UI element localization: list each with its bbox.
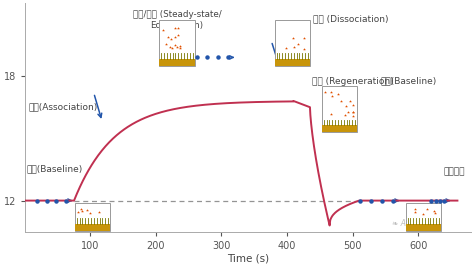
Point <box>328 90 335 94</box>
Text: 再生 (Regeneration): 再生 (Regeneration) <box>312 77 393 86</box>
Point <box>174 32 182 37</box>
Point <box>83 208 91 213</box>
Point <box>168 46 176 50</box>
Point <box>411 210 419 214</box>
Point <box>163 42 170 46</box>
Text: 结合(Association): 结合(Association) <box>28 103 97 112</box>
Text: 稳态/平衡 (Steady-state/
Equilibrium): 稳态/平衡 (Steady-state/ Equilibrium) <box>133 10 221 30</box>
Point <box>171 43 179 47</box>
Point <box>349 110 357 114</box>
Point <box>419 212 427 216</box>
Bar <box>322 87 357 132</box>
Text: 基线(Baseline): 基线(Baseline) <box>26 164 82 173</box>
Point <box>346 99 354 103</box>
Point <box>78 209 86 214</box>
Bar <box>159 59 195 66</box>
Point <box>177 44 184 49</box>
Bar <box>406 203 441 231</box>
Bar <box>75 224 110 231</box>
Point <box>328 94 336 98</box>
Point <box>349 103 357 107</box>
Bar <box>274 20 310 66</box>
Point <box>337 99 345 103</box>
Point <box>86 211 94 215</box>
Point <box>294 42 302 46</box>
Point <box>342 104 349 108</box>
Point <box>344 109 351 114</box>
Point <box>283 46 290 50</box>
Text: 反复上样: 反复上样 <box>443 167 465 176</box>
Point <box>95 210 102 214</box>
Bar <box>159 20 195 66</box>
Point <box>164 35 172 39</box>
Text: 基线(Baseline): 基线(Baseline) <box>381 77 437 86</box>
Bar <box>406 224 441 231</box>
Point <box>334 92 341 96</box>
Point <box>290 44 298 49</box>
Point <box>167 37 175 41</box>
Point <box>349 114 357 118</box>
Point <box>300 47 308 51</box>
Text: 解离 (Dissociation): 解离 (Dissociation) <box>313 14 389 23</box>
Point <box>350 110 357 114</box>
Point <box>289 36 296 41</box>
Point <box>171 35 179 39</box>
Point <box>300 36 308 40</box>
Point <box>74 209 82 214</box>
Point <box>411 207 419 211</box>
Point <box>166 45 174 49</box>
Text: ❧ AtaGenix: ❧ AtaGenix <box>392 219 436 227</box>
Point <box>159 28 167 32</box>
Point <box>321 90 329 94</box>
Point <box>77 207 84 211</box>
Point <box>177 46 184 50</box>
Point <box>173 45 181 49</box>
Bar <box>274 59 310 66</box>
Point <box>423 207 430 211</box>
Point <box>174 26 182 30</box>
Point <box>327 112 335 116</box>
Point <box>171 26 178 30</box>
Point <box>432 211 439 215</box>
Bar <box>75 203 110 231</box>
Point <box>341 113 349 117</box>
Point <box>430 209 438 213</box>
X-axis label: Time (s): Time (s) <box>227 254 269 264</box>
Bar <box>322 125 357 132</box>
